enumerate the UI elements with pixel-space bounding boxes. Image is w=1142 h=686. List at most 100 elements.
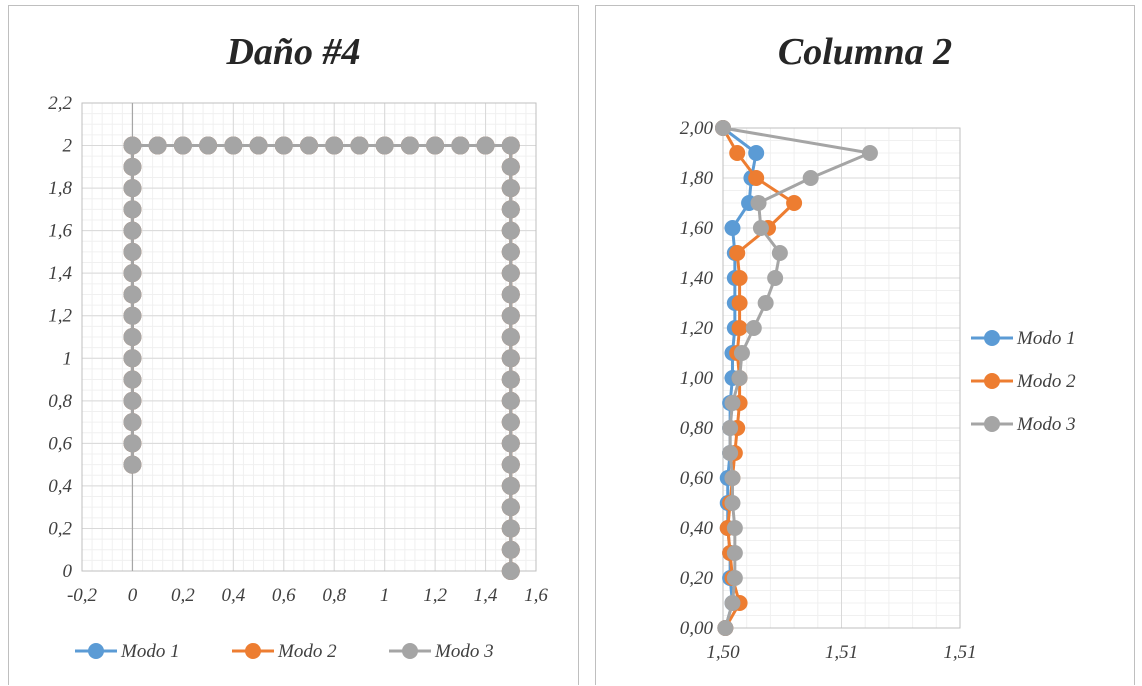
legend-label: Modo 1 [1016,328,1076,349]
data-point [123,306,142,325]
data-point [731,320,748,336]
chart-title: Columna 2 [777,31,953,73]
x-tick-label: 0,6 [272,585,296,606]
data-point [501,349,520,368]
data-point [123,136,142,155]
data-point [350,136,369,155]
data-point [123,434,142,453]
legend-label: Modo 2 [277,641,337,662]
data-point [501,200,520,219]
plot-area [81,102,537,572]
data-point [123,328,142,346]
data-point [731,295,748,311]
data-point [501,221,520,240]
y-tick-label: 0,4 [48,476,72,497]
legend-marker [984,416,1000,432]
y-tick-label: 1,6 [48,221,72,242]
data-point [750,195,767,211]
data-point [123,391,142,410]
data-point [724,495,741,511]
data-point [501,157,520,176]
data-point [501,540,520,559]
x-tick-label: 1,2 [423,585,447,606]
legend-marker [984,330,1000,346]
data-point [501,179,520,198]
y-tick-label: 1,00 [680,368,714,389]
data-point [745,320,762,336]
y-tick-label: 1,40 [680,268,714,289]
y-tick-label: 1,80 [680,168,714,189]
chart-panel-dano: Daño #4 -0,2 0 0,2 0,4 0,6 0,8 1 1,2 1,4 1,6 0 0,2 0… [8,5,579,685]
x-tick-label: 0,2 [171,585,195,606]
data-point [733,345,750,361]
data-point [123,157,142,176]
legend-marker [984,373,1000,389]
y-tick-label: 1,4 [48,263,72,284]
data-point [274,136,293,155]
y-tick-label: 0,40 [680,518,714,539]
data-point [148,136,167,155]
data-point [724,220,741,236]
legend-label: Modo 2 [1016,371,1076,392]
data-point [501,328,520,346]
data-point [123,349,142,368]
data-point [715,120,731,136]
y-tick-label: 0,00 [680,618,714,639]
y-tick-label: 0,60 [680,468,714,489]
y-tick-label: 0,20 [680,568,714,589]
data-point [501,391,520,410]
x-tick-label: 1,4 [474,585,498,606]
data-point [731,370,748,386]
y-tick-label: 0,2 [48,518,72,539]
y-tick-label: 0 [63,561,73,582]
x-tick-label: 1,50 [706,642,740,663]
data-point [123,179,142,198]
data-point [726,520,743,536]
data-point [724,595,741,611]
y-tick-label: 0,6 [48,433,72,454]
data-point [724,395,741,411]
chart-title: Daño #4 [226,31,361,73]
data-point [501,285,520,304]
legend-label: Modo 3 [434,641,494,662]
y-tick-label: 1,8 [48,178,72,199]
x-tick-label: 1,6 [524,585,548,606]
data-point [123,242,142,261]
data-point [726,545,743,561]
data-point [501,519,520,538]
data-point [123,221,142,240]
y-tick-label: 2,2 [48,93,72,114]
y-tick-label: 2 [63,136,73,157]
data-point [501,455,520,474]
data-point [300,136,318,155]
data-point [722,445,739,461]
x-tick-label: 0 [128,585,138,606]
plot-area [722,127,961,629]
data-point [426,136,445,155]
data-point [724,470,741,486]
data-point [400,136,419,155]
data-point [802,170,819,186]
x-tick-label: 1,51 [825,642,858,663]
data-point [748,145,765,161]
legend-marker [402,643,418,659]
chart-svg: -0,2 0 0,2 0,4 0,6 0,8 1 1,2 1,4 1,6 0 0,2 0,4 0,6 0,8… [48,93,548,662]
y-tick-label: 1,60 [680,218,714,239]
y-tick-label: 1,20 [680,318,714,339]
data-point [722,420,739,436]
chart-panel-columna: Columna 2 1,50 1,51 1,51 0,00 0,20 0,40 0,60 0,… [595,5,1135,685]
data-point [501,306,520,325]
data-point [123,370,142,389]
legend-label: Modo 3 [1016,414,1076,435]
data-point [771,245,788,261]
data-point [501,498,520,517]
data-point [501,562,520,580]
data-point [476,136,495,155]
data-point [249,136,268,155]
data-point [123,200,142,219]
data-point [501,264,520,283]
data-point [717,620,734,636]
y-tick-label: 2,00 [680,118,714,139]
data-point [729,145,746,161]
data-point [501,434,520,453]
